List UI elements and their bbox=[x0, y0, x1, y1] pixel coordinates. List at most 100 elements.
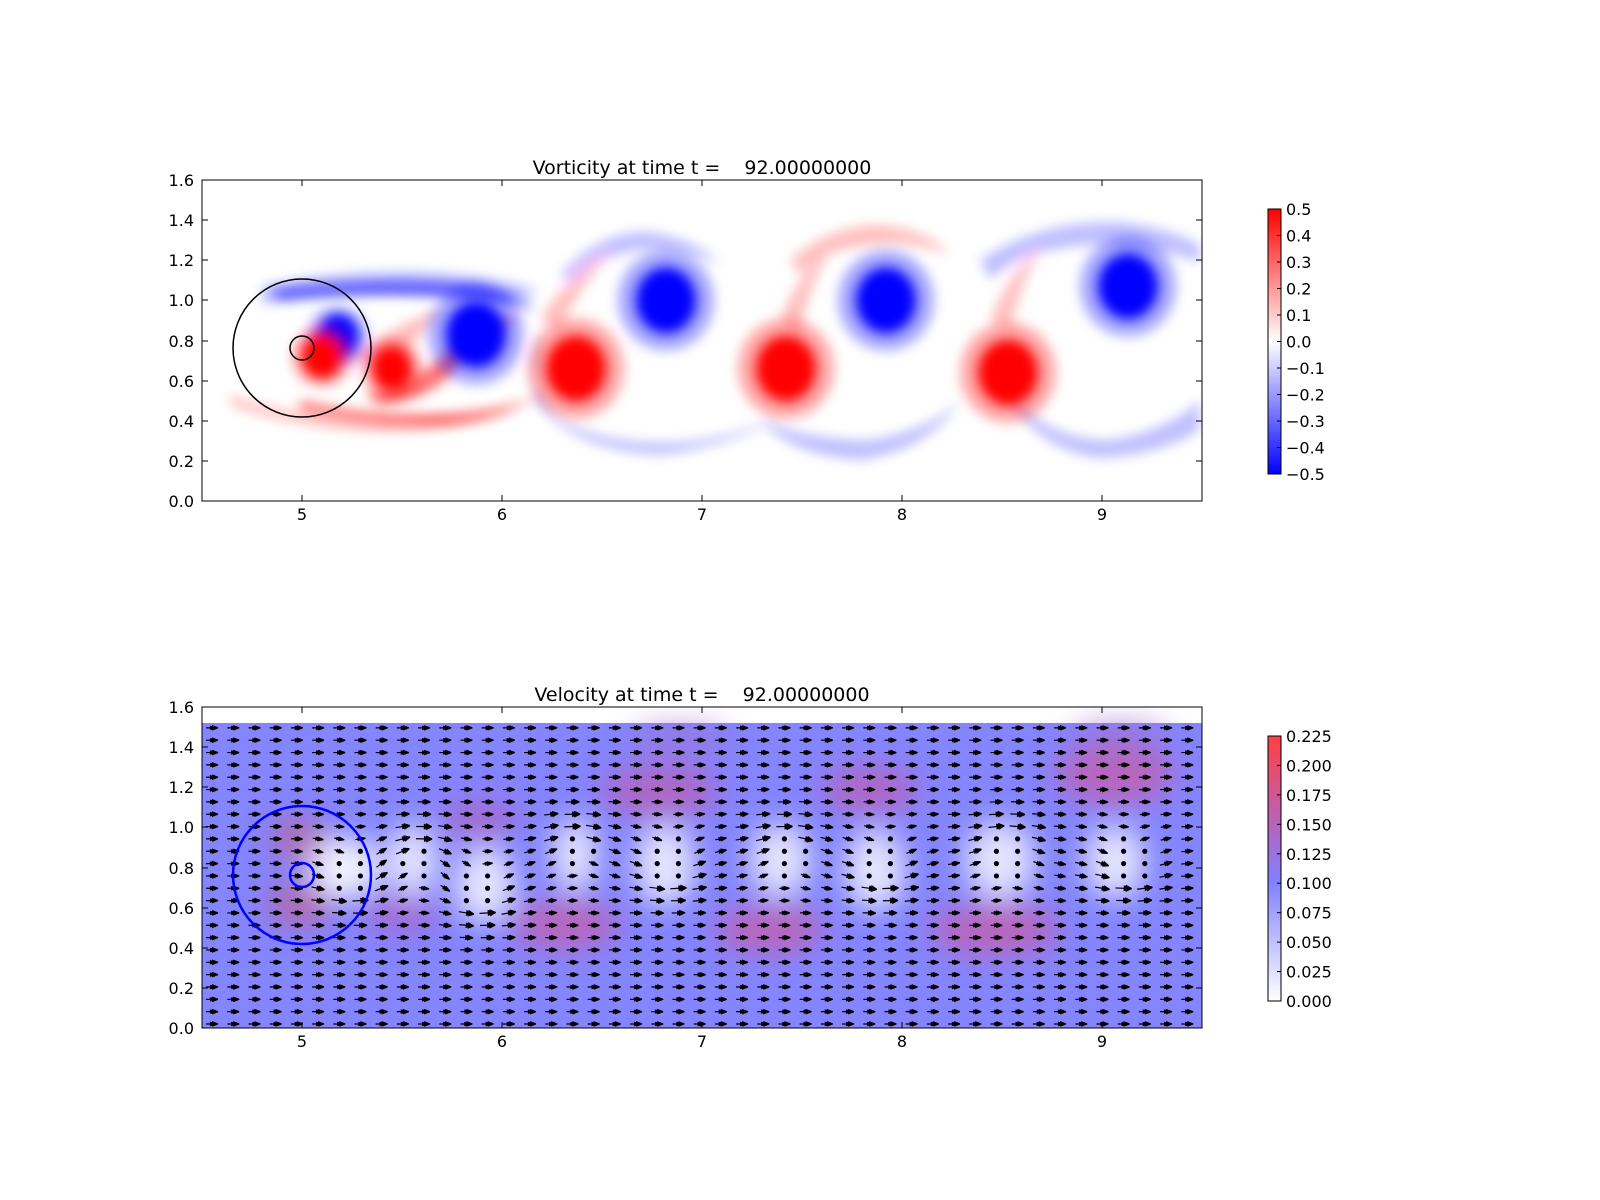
quiver-head bbox=[654, 812, 663, 816]
quiver-head bbox=[209, 849, 218, 854]
quiver-arrow bbox=[820, 848, 834, 855]
quiver-head bbox=[824, 898, 833, 903]
vortex-core bbox=[446, 301, 506, 368]
quiver-head bbox=[443, 750, 452, 755]
quiver-head bbox=[761, 935, 770, 940]
quiver-head bbox=[1185, 935, 1194, 940]
quiver-head bbox=[760, 910, 769, 916]
y-tick-label: 0.0 bbox=[169, 1019, 194, 1038]
quiver-head bbox=[1164, 898, 1173, 904]
quiver-arrow bbox=[926, 885, 940, 892]
quiver-head bbox=[739, 910, 748, 916]
quiver-head bbox=[1015, 947, 1024, 953]
quiver-arrow bbox=[376, 859, 388, 868]
quiver-head bbox=[951, 997, 960, 1002]
quiver-head bbox=[1099, 848, 1108, 854]
quiver-head bbox=[1141, 825, 1150, 829]
colorbar-tick-label: 0.175 bbox=[1286, 786, 1332, 805]
quiver-head bbox=[909, 799, 918, 805]
quiver-head bbox=[655, 984, 664, 990]
quiver-arrow bbox=[523, 811, 537, 818]
quiver-arrow bbox=[693, 922, 706, 929]
quiver-head bbox=[761, 762, 770, 768]
quiver-head bbox=[761, 1009, 770, 1014]
quiver-head bbox=[973, 824, 983, 830]
quiver-head bbox=[909, 997, 918, 1002]
quiver-head bbox=[527, 762, 536, 768]
quiver-head bbox=[527, 774, 536, 780]
quiver-head bbox=[930, 812, 939, 817]
quiver-head bbox=[951, 849, 960, 854]
quiver-head bbox=[570, 1009, 579, 1014]
quiver-arrow bbox=[290, 910, 304, 916]
quiver-head bbox=[506, 762, 515, 768]
quiver-head bbox=[464, 1021, 473, 1027]
quiver-head bbox=[802, 873, 811, 878]
quiver-dot bbox=[463, 885, 469, 891]
quiver-head bbox=[1057, 737, 1066, 743]
quiver-head bbox=[845, 935, 854, 940]
quiver-dot bbox=[993, 860, 1000, 867]
quiver-head bbox=[718, 774, 727, 780]
quiver-head bbox=[973, 947, 982, 953]
quiver-head bbox=[655, 935, 664, 940]
quiver-head bbox=[527, 972, 536, 977]
quiver-arrow bbox=[545, 774, 558, 781]
quiver-head bbox=[910, 885, 919, 892]
quiver-head bbox=[337, 984, 346, 990]
quiver-head bbox=[1100, 972, 1109, 977]
quiver-head bbox=[867, 997, 876, 1002]
quiver-dot bbox=[421, 848, 427, 854]
quiver-head bbox=[908, 812, 917, 817]
quiver-head bbox=[1037, 823, 1046, 830]
quiver-head bbox=[1036, 947, 1045, 953]
quiver-head bbox=[930, 762, 939, 768]
quiver-head bbox=[633, 737, 642, 743]
quiver-head bbox=[994, 960, 1003, 965]
quiver-arrow bbox=[353, 909, 369, 917]
quiver-head bbox=[909, 762, 918, 768]
quiver-arrow bbox=[1011, 786, 1025, 793]
quiver-head bbox=[994, 984, 1003, 990]
quiver-head bbox=[591, 750, 600, 755]
quiver-head bbox=[359, 922, 368, 928]
quiver-head bbox=[612, 737, 621, 743]
quiver-head bbox=[612, 1021, 621, 1027]
quiver-head bbox=[676, 947, 685, 953]
quiver-head bbox=[252, 1009, 261, 1014]
quiver-head bbox=[547, 886, 557, 891]
quiver-head bbox=[464, 725, 473, 731]
quiver-head bbox=[930, 886, 940, 891]
quiver-head bbox=[845, 848, 854, 854]
quiver-head bbox=[337, 787, 346, 792]
quiver-head bbox=[888, 997, 897, 1002]
quiver-head bbox=[316, 885, 325, 891]
quiver-arrow bbox=[629, 885, 643, 892]
quiver-head bbox=[400, 1021, 409, 1027]
velocity-y-ticks: 0.0 0.2 0.4 0.6 0.8 1.0 1.2 1.4 1.6 bbox=[169, 698, 1202, 1038]
quiver-head bbox=[866, 799, 875, 804]
quiver-arrow bbox=[290, 873, 304, 879]
quiver-head bbox=[845, 725, 854, 731]
quiver-arrow bbox=[1032, 786, 1046, 793]
quiver-head bbox=[845, 824, 854, 829]
quiver-head bbox=[400, 787, 409, 792]
quiver-head bbox=[335, 848, 345, 853]
y-tick-label: 1.2 bbox=[169, 251, 194, 270]
quiver-head bbox=[252, 836, 261, 842]
quiver-head bbox=[316, 910, 325, 916]
quiver-head bbox=[421, 774, 430, 780]
x-tick-label: 6 bbox=[497, 505, 507, 524]
quiver-head bbox=[1036, 848, 1046, 854]
quiver-head bbox=[761, 750, 770, 755]
quiver-head bbox=[633, 1009, 642, 1014]
quiver-head bbox=[612, 762, 621, 768]
quiver-head bbox=[1079, 898, 1088, 903]
quiver-head bbox=[591, 1009, 600, 1014]
quiver-arrow bbox=[523, 910, 537, 916]
quiver-dot bbox=[887, 836, 894, 842]
quiver-head bbox=[1185, 997, 1194, 1002]
quiver-head bbox=[804, 811, 813, 817]
quiver-head bbox=[420, 898, 430, 903]
quiver-head bbox=[697, 774, 706, 780]
